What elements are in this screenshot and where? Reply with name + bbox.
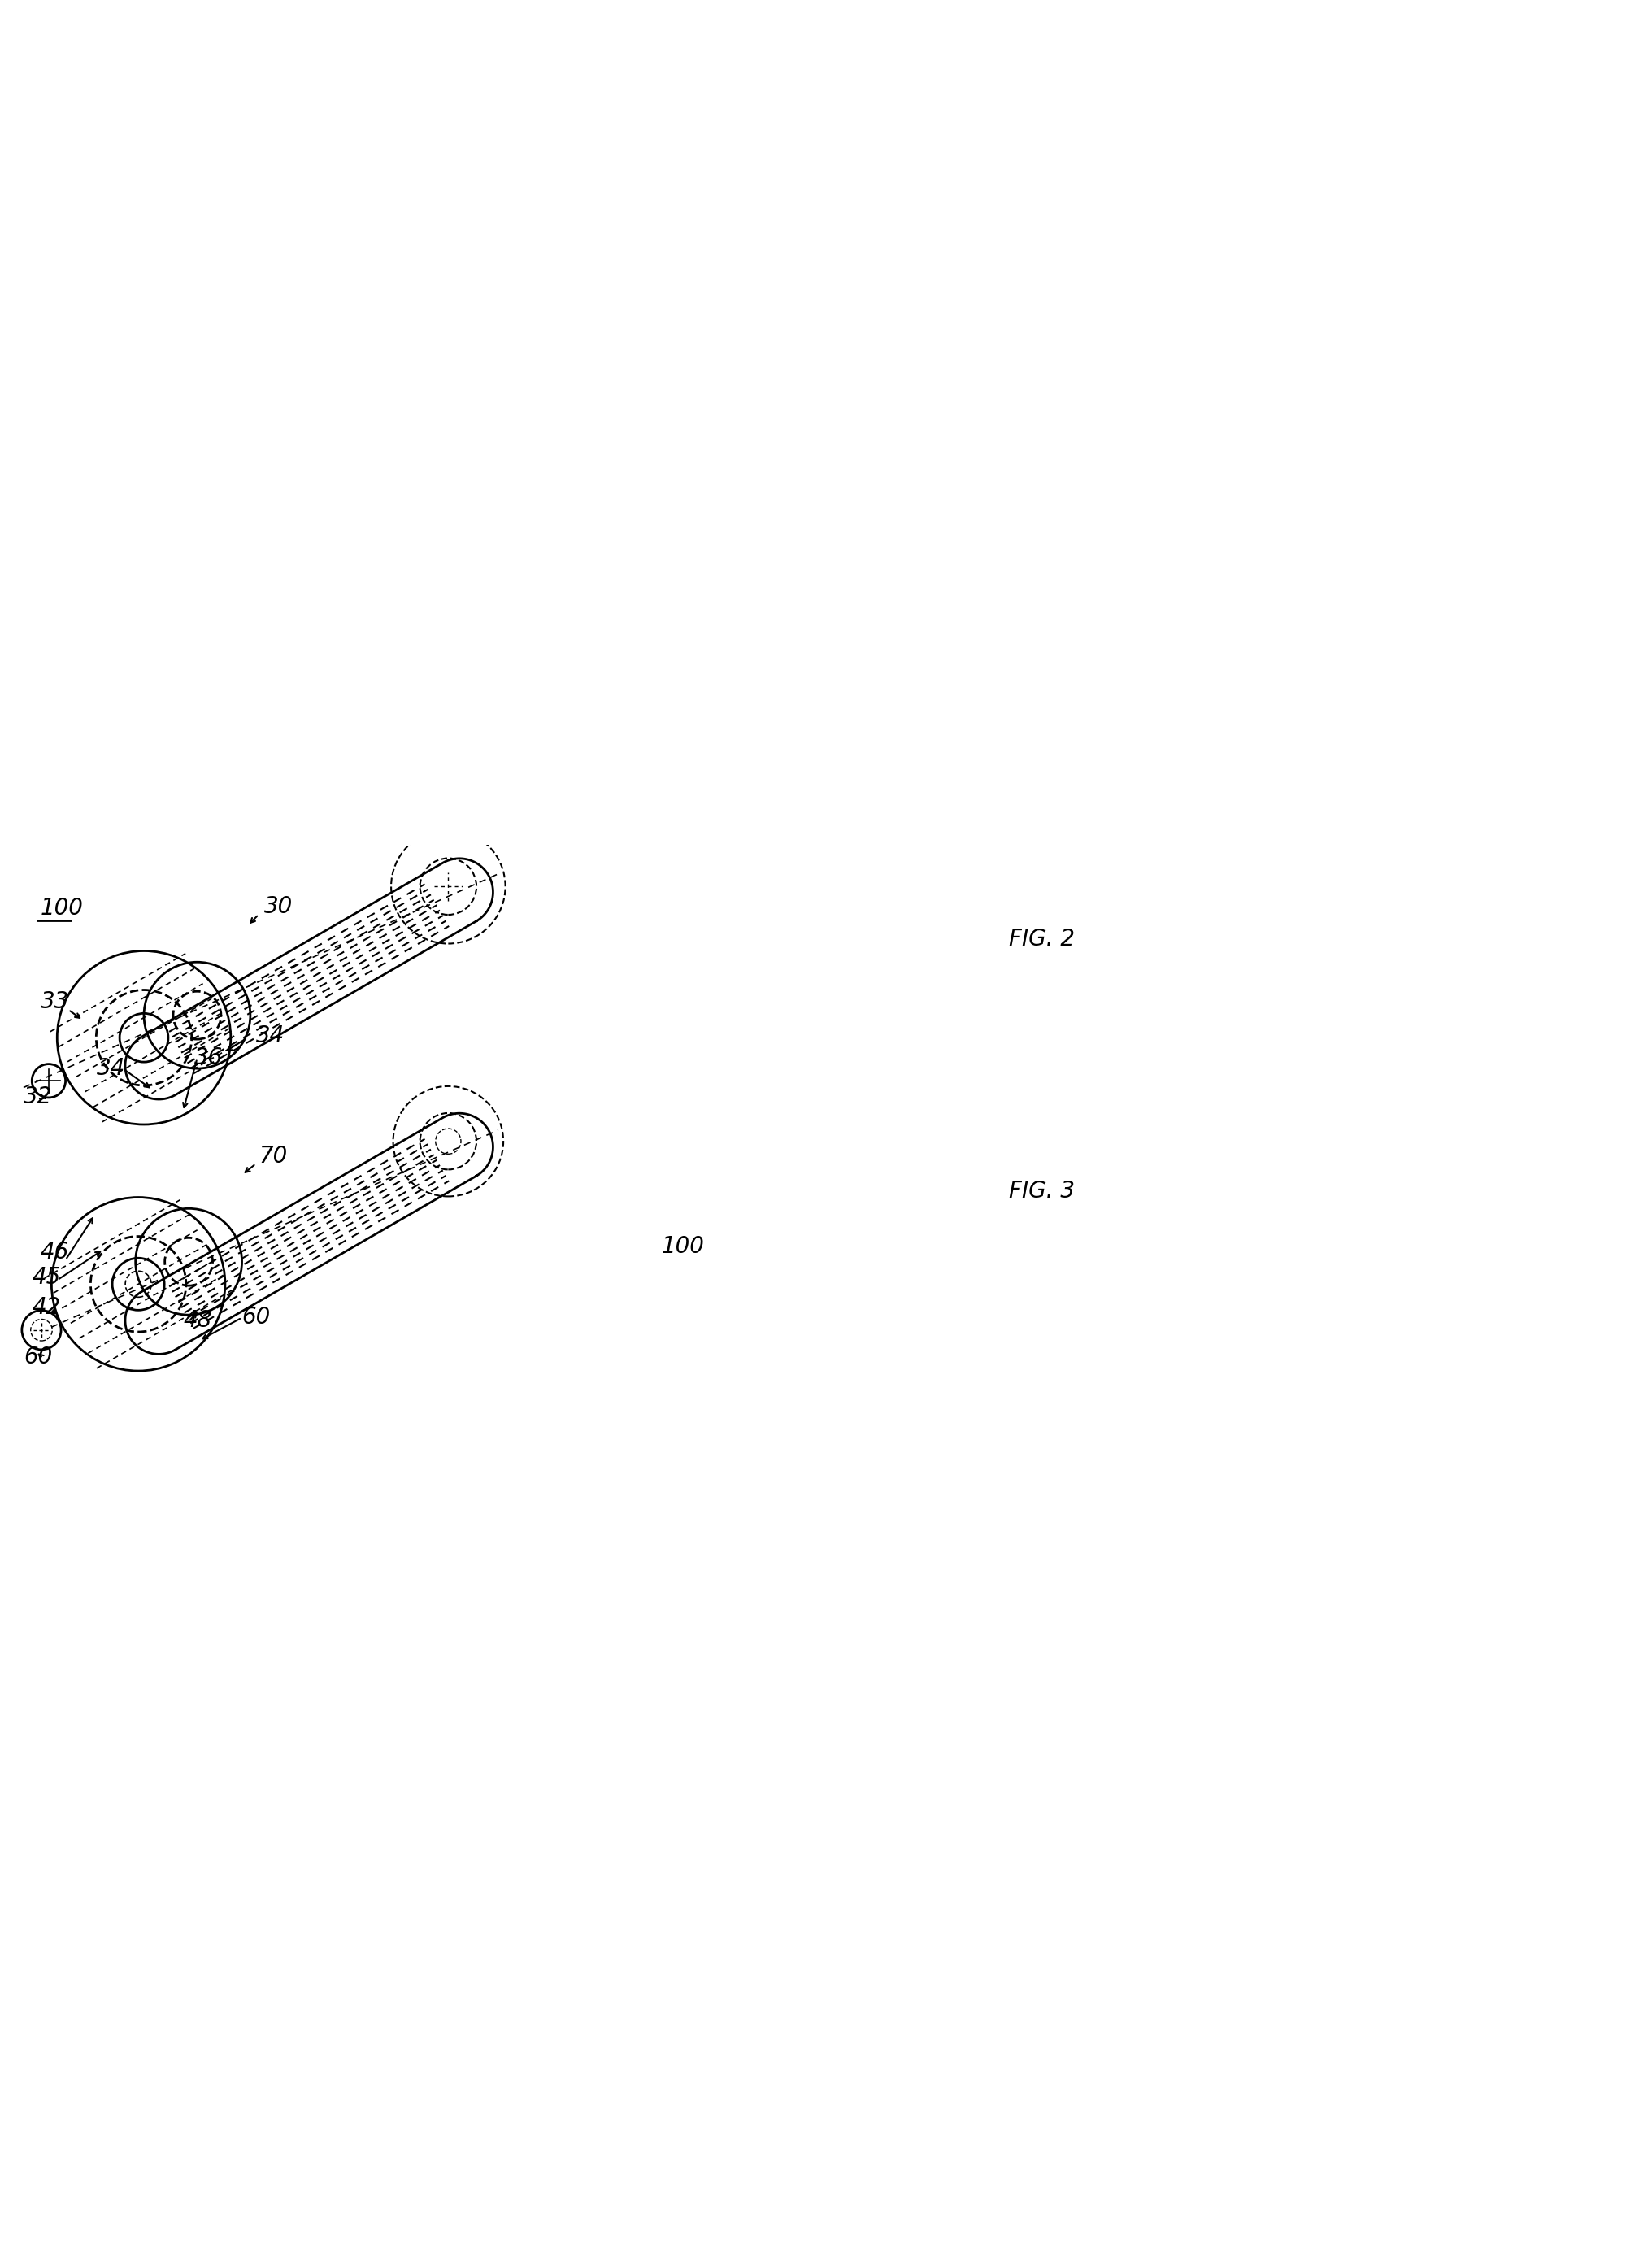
Text: 46: 46 — [40, 1241, 69, 1264]
Text: FIG. 2: FIG. 2 — [1009, 927, 1074, 949]
Text: 100: 100 — [661, 1235, 704, 1257]
Text: 34: 34 — [256, 1023, 284, 1048]
Text: 36: 36 — [195, 1046, 223, 1068]
Text: 60: 60 — [241, 1304, 271, 1329]
Text: 45: 45 — [31, 1266, 61, 1289]
Text: 42: 42 — [31, 1295, 61, 1318]
Text: 70: 70 — [259, 1145, 287, 1167]
Text: 34: 34 — [96, 1057, 126, 1080]
Text: 48: 48 — [183, 1309, 211, 1331]
Text: 100: 100 — [40, 897, 83, 920]
Text: 60: 60 — [23, 1345, 53, 1367]
Text: 32: 32 — [23, 1086, 53, 1109]
Text: 30: 30 — [264, 895, 292, 918]
Text: FIG. 3: FIG. 3 — [1009, 1178, 1074, 1203]
Text: 33: 33 — [40, 990, 69, 1012]
